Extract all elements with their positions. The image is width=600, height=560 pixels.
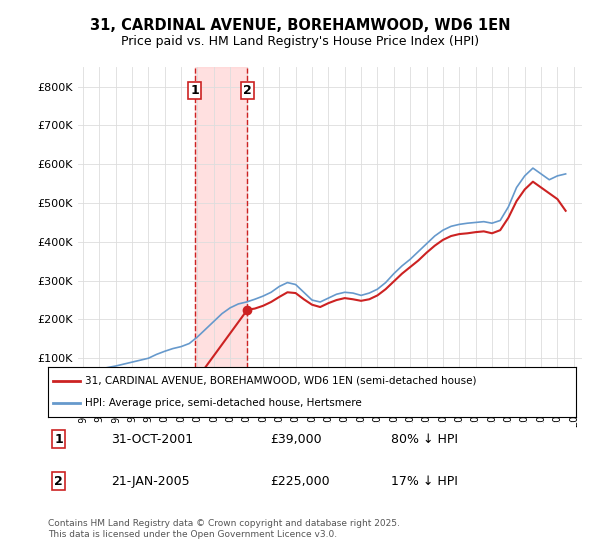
- Text: 1: 1: [54, 432, 63, 446]
- Text: 31, CARDINAL AVENUE, BOREHAMWOOD, WD6 1EN (semi-detached house): 31, CARDINAL AVENUE, BOREHAMWOOD, WD6 1E…: [85, 376, 476, 386]
- Text: 2: 2: [54, 475, 63, 488]
- Text: 17% ↓ HPI: 17% ↓ HPI: [391, 475, 458, 488]
- Text: Contains HM Land Registry data © Crown copyright and database right 2025.
This d: Contains HM Land Registry data © Crown c…: [48, 519, 400, 539]
- Text: £39,000: £39,000: [270, 432, 322, 446]
- Text: HPI: Average price, semi-detached house, Hertsmere: HPI: Average price, semi-detached house,…: [85, 398, 362, 408]
- Text: 21-JAN-2005: 21-JAN-2005: [112, 475, 190, 488]
- Text: 1: 1: [190, 83, 199, 97]
- Text: 2: 2: [243, 83, 252, 97]
- Text: 31, CARDINAL AVENUE, BOREHAMWOOD, WD6 1EN: 31, CARDINAL AVENUE, BOREHAMWOOD, WD6 1E…: [90, 18, 510, 32]
- Text: £225,000: £225,000: [270, 475, 329, 488]
- Bar: [194, 67, 247, 397]
- Text: 31-OCT-2001: 31-OCT-2001: [112, 432, 193, 446]
- Text: 80% ↓ HPI: 80% ↓ HPI: [391, 432, 458, 446]
- Text: Price paid vs. HM Land Registry's House Price Index (HPI): Price paid vs. HM Land Registry's House …: [121, 35, 479, 49]
